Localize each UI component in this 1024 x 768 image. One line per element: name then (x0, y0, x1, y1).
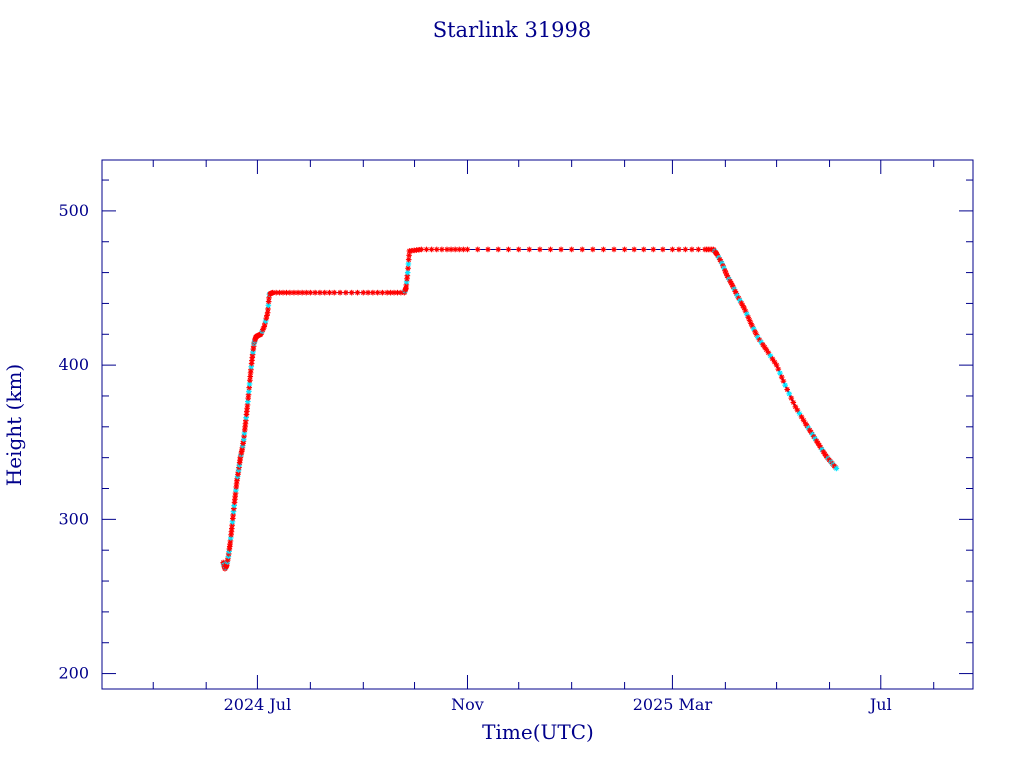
data-point (384, 289, 391, 296)
data-point (312, 289, 318, 296)
data-point (331, 289, 338, 296)
data-point (600, 246, 607, 253)
data-point (248, 363, 255, 370)
data-point (291, 289, 297, 296)
data-point (343, 289, 349, 296)
data-point (790, 399, 797, 406)
data-point (676, 246, 682, 253)
data-point (326, 289, 333, 296)
data-point (485, 246, 491, 253)
data-point (505, 246, 512, 253)
y-axis-label: Height (km) (2, 364, 26, 486)
data-point (621, 246, 628, 253)
data-point (695, 246, 702, 253)
y-axis-ticks: 200 300 400 500 (58, 179, 973, 683)
data-point (460, 246, 467, 253)
y-tick-label: 200 (58, 664, 89, 683)
y-tick-label: 500 (58, 201, 89, 220)
x-tick-label: 2024 Jul (224, 695, 292, 714)
data-point (360, 289, 367, 296)
data-point (579, 246, 586, 253)
data-point (321, 289, 328, 296)
data-point (767, 353, 774, 359)
data-point (788, 395, 795, 401)
data-point (370, 289, 376, 296)
data-point (515, 246, 522, 253)
data-point (474, 246, 481, 253)
data-point (786, 391, 793, 397)
data-point (796, 410, 803, 417)
data-point (348, 289, 355, 296)
x-tick-label: Jul (868, 695, 892, 714)
y-tick-label: 300 (58, 509, 89, 528)
data-point (769, 356, 776, 362)
data-point (782, 382, 788, 388)
data-point (265, 298, 272, 305)
data-point (423, 246, 430, 253)
data-point (365, 289, 371, 296)
series-line (222, 249, 837, 571)
data-point (660, 246, 666, 253)
data-point (418, 246, 425, 253)
data-point (650, 246, 657, 253)
y-tick-label: 400 (58, 355, 89, 374)
data-point (495, 246, 502, 253)
data-point (798, 414, 805, 420)
x-axis-ticks: 2024 Jul Nov 2025 Mar Jul (101, 160, 935, 714)
x-tick-label: 2025 Mar (633, 695, 713, 714)
chart-title: Starlink 31998 (433, 18, 592, 42)
data-point (547, 246, 554, 253)
data-point (784, 386, 790, 393)
data-point (763, 346, 770, 353)
data-point (303, 289, 310, 296)
data-point (742, 308, 749, 314)
data-point (765, 349, 772, 356)
data-point (439, 246, 445, 253)
data-point (405, 256, 412, 263)
data-point (354, 289, 361, 296)
x-axis-label: Time(UTC) (482, 720, 594, 744)
data-point (689, 246, 695, 253)
data-point (537, 246, 543, 253)
data-point (317, 289, 323, 296)
data-point (428, 246, 435, 253)
data-point (833, 465, 840, 472)
data-point (433, 246, 440, 253)
data-point (568, 246, 575, 253)
data-point (379, 289, 386, 296)
data-point (640, 246, 647, 253)
data-point (405, 265, 411, 272)
plot-frame (101, 159, 974, 690)
data-point (464, 246, 471, 253)
data-point (394, 289, 401, 296)
x-tick-label: Nov (451, 695, 484, 714)
data-point (374, 289, 381, 296)
data-point (526, 246, 533, 253)
data-point (611, 246, 617, 253)
data-point (337, 289, 343, 296)
data-point (771, 359, 778, 365)
data-point (307, 289, 314, 296)
data-point (631, 246, 637, 253)
plot-area (220, 246, 840, 572)
data-point (669, 246, 676, 253)
data-point (682, 246, 689, 253)
data-point (558, 246, 564, 253)
data-point (590, 246, 596, 253)
